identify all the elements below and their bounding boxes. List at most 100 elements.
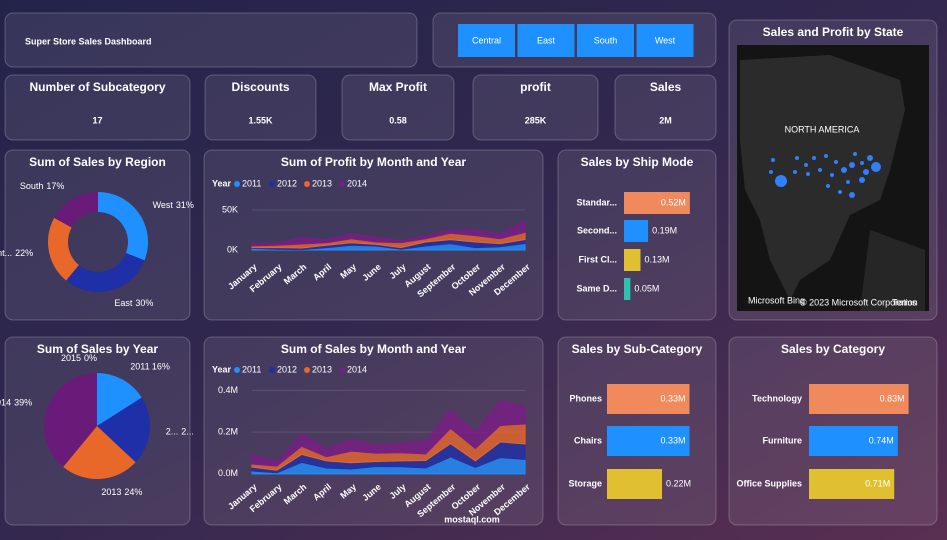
card	[203, 149, 544, 321]
map-brand: Microsoft Bing	[748, 295, 805, 305]
y-tick-label: 50K	[222, 204, 238, 214]
map-dot	[849, 162, 855, 168]
category-label: Office Supplies	[736, 478, 802, 488]
legend-marker	[269, 181, 275, 187]
value-label: 0.71M	[865, 478, 890, 488]
bar	[607, 384, 690, 414]
slicer-label[interactable]: Central	[472, 35, 501, 45]
kpi-label: Max Profit	[369, 80, 427, 94]
legend-marker	[339, 181, 345, 187]
legend-label: 2013	[312, 178, 332, 188]
map-dot	[860, 161, 864, 165]
legend-marker	[304, 367, 310, 373]
map-dot	[846, 180, 850, 184]
category-label: Second...	[577, 225, 617, 235]
map-dot	[804, 163, 808, 167]
category-label: Storage	[568, 478, 602, 488]
card	[4, 12, 418, 68]
map-dot	[769, 170, 773, 174]
legend-label: 2014	[347, 178, 367, 188]
kpi-label: Number of Subcategory	[29, 80, 165, 94]
slicer-button[interactable]	[517, 24, 575, 57]
slice-category: 2011	[130, 362, 149, 372]
slice-category: West	[153, 200, 174, 210]
card	[4, 149, 191, 321]
y-tick-label: 0.2M	[218, 427, 238, 437]
map-dot	[771, 158, 775, 162]
slice	[63, 426, 136, 480]
slice-value: 39%	[14, 398, 32, 408]
kpi-label: profit	[520, 80, 551, 94]
slice	[47, 217, 79, 281]
kpi-label: Sales	[650, 80, 682, 94]
value-label: 0.52M	[661, 197, 686, 207]
slice	[54, 191, 98, 228]
map-dot	[834, 160, 838, 164]
legend-title: Year	[212, 364, 232, 374]
bar	[624, 220, 649, 242]
bar	[607, 426, 690, 456]
slicer-label[interactable]: South	[594, 35, 618, 45]
slice-label: 2013 24%	[101, 487, 142, 497]
value-label: 0.22M	[666, 478, 691, 488]
card	[4, 74, 191, 141]
land	[860, 230, 925, 311]
chart-title: Sum of Sales by Month and Year	[281, 342, 466, 356]
legend-label: 2013	[312, 364, 332, 374]
map-dot	[859, 177, 865, 183]
map-dot	[863, 169, 869, 175]
map-copyright: © 2023 Microsoft Corporation	[800, 297, 918, 307]
area	[251, 400, 526, 467]
y-tick-label: 0.0M	[218, 468, 238, 478]
slice	[44, 373, 97, 467]
map-dot	[775, 175, 787, 187]
slice-value: 2...	[181, 427, 194, 437]
value-label: 0.13M	[644, 254, 669, 264]
legend-label: 2014	[347, 364, 367, 374]
card	[203, 336, 544, 526]
slice	[97, 397, 151, 463]
card	[341, 74, 455, 141]
map-dot	[806, 172, 810, 176]
slice-category: 2...	[166, 427, 179, 437]
value-label: 0.05M	[634, 283, 659, 293]
slice-label: Cent...22%	[0, 248, 33, 258]
dashboard-title: Super Store Sales Dashboard	[25, 36, 152, 46]
y-tick-label: 0.4M	[218, 385, 238, 395]
map-dot	[841, 167, 847, 173]
legend-marker	[234, 367, 240, 373]
slicer-label[interactable]: West	[655, 35, 676, 45]
card	[472, 74, 599, 141]
kpi-value: 0.58	[389, 115, 407, 125]
slicer-button[interactable]	[577, 24, 634, 57]
map-region-label: NORTH AMERICA	[785, 124, 860, 134]
map-dot	[812, 156, 816, 160]
slice-value: 16%	[152, 362, 170, 372]
card	[614, 74, 717, 141]
chart-title: Sales by Ship Mode	[581, 155, 694, 169]
category-label: Technology	[752, 393, 802, 403]
slice	[97, 373, 142, 426]
map-dot	[826, 184, 830, 188]
slice-label: South 17%	[20, 181, 65, 191]
legend-label: 2012	[277, 178, 297, 188]
kpi-value: 1.55K	[248, 115, 273, 125]
legend-marker	[234, 181, 240, 187]
slice-label: 2015 0%	[61, 353, 97, 363]
area	[251, 220, 526, 247]
legend-title: Year	[212, 178, 232, 188]
kpi-value: 285K	[525, 115, 547, 125]
slicer-button[interactable]	[458, 24, 515, 57]
map-dot	[849, 192, 855, 198]
legend-marker	[304, 181, 310, 187]
map-terms: Terms	[892, 297, 917, 307]
map-dot	[853, 152, 857, 156]
slice-category: 2015	[61, 353, 81, 363]
slicer-button[interactable]	[636, 24, 694, 57]
chart-title: Sum of Sales by Year	[37, 342, 159, 356]
bar	[809, 426, 898, 456]
slicer-label[interactable]: East	[537, 35, 556, 45]
slice-label: 201439%	[0, 398, 32, 408]
value-label: 0.33M	[660, 393, 685, 403]
slice	[98, 192, 149, 261]
